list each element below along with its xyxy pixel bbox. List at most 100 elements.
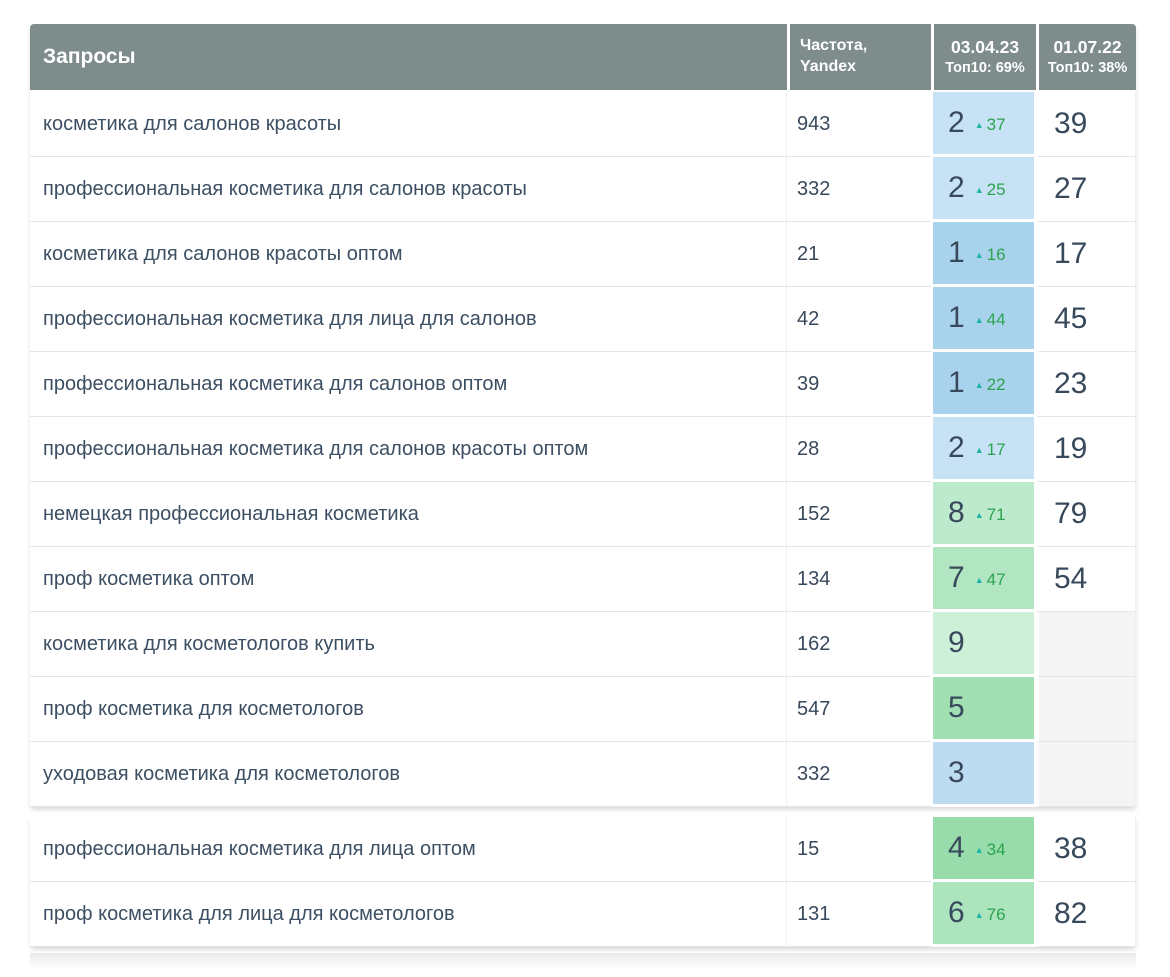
old-position-cell: 23 <box>1036 352 1136 417</box>
frequency-header-line2: Yandex <box>800 58 857 75</box>
old-position-value: 23 <box>1054 367 1088 400</box>
table-header: Запросы Частота, Yandex 03.04.23 Топ10: … <box>30 24 1136 90</box>
old-position-cell: 79 <box>1036 482 1136 547</box>
position-delta: ▲ 71 <box>975 505 1006 525</box>
position-delta: ▲ 17 <box>975 440 1006 460</box>
old-position-cell <box>1036 612 1136 677</box>
query-cell: косметика для косметологов купить <box>30 612 787 677</box>
query-cell: профессиональная косметика для салонов к… <box>30 417 787 482</box>
delta-value: 44 <box>986 310 1006 329</box>
position-delta: ▲ 76 <box>975 905 1006 925</box>
position-value: 9 <box>948 626 965 659</box>
position-fill: 7 ▲ 47 <box>933 547 1034 609</box>
position-value: 3 <box>948 756 965 789</box>
position-fill: 8 ▲ 71 <box>933 482 1034 544</box>
position-value: 5 <box>948 691 965 724</box>
frequency-cell: 131 <box>787 882 931 947</box>
table-row: проф косметика для лица для косметологов… <box>30 882 1136 947</box>
delta-value: 22 <box>986 375 1006 394</box>
queries-column-header[interactable]: Запросы <box>30 24 787 90</box>
frequency-column-header[interactable]: Частота, Yandex <box>787 24 931 90</box>
frequency-cell: 15 <box>787 817 931 882</box>
position-cell: 2 ▲ 37 <box>931 92 1036 157</box>
table-row: профессиональная косметика для салонов к… <box>30 157 1136 222</box>
position-cell: 5 <box>931 677 1036 742</box>
position-fill: 6 ▲ 76 <box>933 882 1034 944</box>
delta-value: 71 <box>986 505 1006 524</box>
position-value: 2 <box>948 431 965 464</box>
position-delta: ▲ 44 <box>975 310 1006 330</box>
frequency-cell: 152 <box>787 482 931 547</box>
position-value: 7 <box>948 561 965 594</box>
position-cell: 6 ▲ 76 <box>931 882 1036 947</box>
table-row: профессиональная косметика для лица опто… <box>30 817 1136 882</box>
up-arrow-icon: ▲ <box>974 444 984 455</box>
position-cell: 1 ▲ 22 <box>931 352 1036 417</box>
old-position-value: 45 <box>1054 302 1088 335</box>
query-cell: профессиональная косметика для салонов о… <box>30 352 787 417</box>
date-column-header-previous[interactable]: 01.07.22 Топ10: 38% <box>1036 24 1136 90</box>
old-position-value: 27 <box>1054 172 1088 205</box>
delta-value: 17 <box>986 440 1006 459</box>
position-cell: 1 ▲ 16 <box>931 222 1036 287</box>
position-cell: 7 ▲ 47 <box>931 547 1036 612</box>
table-row: косметика для салонов красоты оптом 21 1… <box>30 222 1136 287</box>
position-value: 2 <box>948 106 965 139</box>
up-arrow-icon: ▲ <box>974 314 984 325</box>
position-fill: 5 <box>933 677 1034 739</box>
position-fill: 9 <box>933 612 1034 674</box>
position-fill: 2 ▲ 37 <box>933 92 1034 154</box>
up-arrow-icon: ▲ <box>974 909 984 920</box>
old-position-cell: 45 <box>1036 287 1136 352</box>
position-value: 1 <box>948 236 965 269</box>
query-cell: профессиональная косметика для лица для … <box>30 287 787 352</box>
old-position-cell: 17 <box>1036 222 1136 287</box>
position-value: 1 <box>948 301 965 334</box>
table-row: уходовая косметика для косметологов 332 … <box>30 742 1136 807</box>
up-arrow-icon: ▲ <box>974 184 984 195</box>
table-row: профессиональная косметика для салонов о… <box>30 352 1136 417</box>
position-fill: 1 ▲ 22 <box>933 352 1034 414</box>
query-cell: немецкая профессиональная косметика <box>30 482 787 547</box>
frequency-cell: 39 <box>787 352 931 417</box>
query-cell: косметика для салонов красоты оптом <box>30 222 787 287</box>
frequency-cell: 547 <box>787 677 931 742</box>
up-arrow-icon: ▲ <box>974 844 984 855</box>
old-position-cell: 39 <box>1036 92 1136 157</box>
table-row: профессиональная косметика для лица для … <box>30 287 1136 352</box>
date-label: 03.04.23 <box>950 37 1020 57</box>
query-cell: уходовая косметика для косметологов <box>30 742 787 807</box>
top10-percent-label: Топ10: 38% <box>1047 59 1128 76</box>
query-cell: проф косметика оптом <box>30 547 787 612</box>
frequency-header-line1: Частота, <box>800 37 868 55</box>
position-cell: 8 ▲ 71 <box>931 482 1036 547</box>
table-section-1: Запросы Частота, Yandex 03.04.23 Топ10: … <box>30 24 1136 807</box>
delta-value: 47 <box>986 570 1006 589</box>
date-column-header-current[interactable]: 03.04.23 Топ10: 69% <box>931 24 1036 90</box>
old-position-value: 38 <box>1054 832 1088 865</box>
position-value: 4 <box>948 831 965 864</box>
position-fill: 1 ▲ 16 <box>933 222 1034 284</box>
position-delta: ▲ 22 <box>975 375 1006 395</box>
query-cell: проф косметика для косметологов <box>30 677 787 742</box>
up-arrow-icon: ▲ <box>974 379 984 390</box>
frequency-cell: 134 <box>787 547 931 612</box>
old-position-cell: 19 <box>1036 417 1136 482</box>
delta-value: 76 <box>986 905 1006 924</box>
position-fill: 1 ▲ 44 <box>933 287 1034 349</box>
position-value: 8 <box>948 496 965 529</box>
old-position-cell <box>1036 742 1136 807</box>
delta-value: 34 <box>986 840 1006 859</box>
delta-value: 16 <box>986 245 1006 264</box>
old-position-cell: 38 <box>1036 817 1136 882</box>
position-cell: 4 ▲ 34 <box>931 817 1036 882</box>
frequency-cell: 21 <box>787 222 931 287</box>
old-position-value: 39 <box>1054 107 1088 140</box>
position-delta: ▲ 16 <box>975 245 1006 265</box>
position-delta: ▲ 25 <box>975 180 1006 200</box>
table-row: немецкая профессиональная косметика 152 … <box>30 482 1136 547</box>
date-label: 01.07.22 <box>1053 37 1122 57</box>
position-value: 6 <box>948 896 965 929</box>
position-fill: 2 ▲ 17 <box>933 417 1034 479</box>
